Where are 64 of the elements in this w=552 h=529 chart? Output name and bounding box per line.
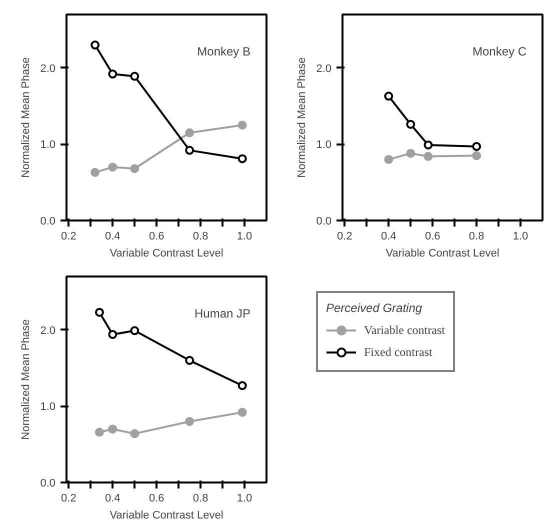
- x-tick-label: 0.6: [148, 230, 164, 242]
- x-tick-label: 0.8: [192, 230, 208, 242]
- point: [108, 330, 118, 339]
- x-tick-label: 0.6: [424, 230, 440, 242]
- x-tick-label: 0.2: [61, 492, 76, 504]
- x-tick-label: 1.0: [512, 230, 528, 242]
- x-tick-label: 1.0: [236, 230, 252, 242]
- y-tick-label: 1.0: [316, 139, 332, 152]
- point: [185, 416, 194, 426]
- text: Human JP: [194, 306, 251, 320]
- point: [108, 162, 118, 172]
- point: [94, 308, 104, 317]
- y-tick-label: 0.0: [40, 216, 56, 228]
- point: [130, 164, 140, 174]
- x-tick-label: 0.4: [105, 230, 120, 242]
- point: [90, 168, 100, 177]
- point: [108, 424, 118, 434]
- point: [384, 92, 394, 101]
- point: [185, 356, 194, 365]
- x-axis-title: Variable Contrast Level: [386, 248, 500, 260]
- y-tick-label: 1.0: [40, 139, 56, 152]
- y-tick-label: 2.0: [40, 62, 56, 75]
- point: [185, 146, 194, 155]
- point: [424, 140, 433, 150]
- x-axis-title: Variable Contrast Level: [110, 248, 224, 260]
- point: [424, 152, 433, 161]
- x-tick-label: 0.4: [381, 230, 396, 242]
- point: [238, 154, 247, 164]
- point: [238, 381, 247, 390]
- x-tick-label: 0.8: [192, 492, 208, 504]
- point: [130, 429, 140, 438]
- x-tick-label: 0.2: [61, 230, 76, 242]
- point: [406, 148, 416, 158]
- point: [90, 40, 100, 50]
- y-axis-title: Normalized Mean Phase: [20, 319, 32, 440]
- x-tick-label: 0.6: [148, 492, 164, 504]
- point: [472, 142, 482, 151]
- y-tick-label: 1.0: [40, 401, 56, 414]
- point: [130, 72, 140, 81]
- y-tick-label: 2.0: [40, 324, 56, 337]
- point: [238, 120, 247, 130]
- point: [185, 128, 194, 138]
- point: [406, 120, 416, 129]
- x-tick-label: 1.0: [236, 492, 252, 504]
- y-tick-label: 2.0: [316, 62, 332, 75]
- point: [130, 326, 140, 336]
- point: [94, 428, 104, 437]
- x-tick-label: 0.2: [337, 230, 352, 242]
- legend-label: Fixed contrast: [364, 344, 432, 360]
- point: [108, 70, 118, 79]
- x-axis-title: Variable Contrast Level: [110, 510, 224, 522]
- legend-title: Perceived Grating: [326, 301, 424, 315]
- x-tick-label: 0.4: [105, 492, 120, 504]
- point: [384, 154, 394, 164]
- legend-label: Variable contrast: [364, 322, 445, 338]
- text: Monkey C: [472, 44, 527, 58]
- x-tick-label: 0.8: [468, 230, 484, 242]
- y-axis-title: Normalized Mean Phase: [296, 57, 308, 178]
- point: [472, 151, 482, 160]
- point: [238, 408, 247, 417]
- y-axis-title: Normalized Mean Phase: [20, 57, 32, 178]
- text: Monkey B: [197, 44, 251, 58]
- y-tick-label: 0.0: [316, 216, 332, 228]
- y-tick-label: 0.0: [40, 478, 56, 490]
